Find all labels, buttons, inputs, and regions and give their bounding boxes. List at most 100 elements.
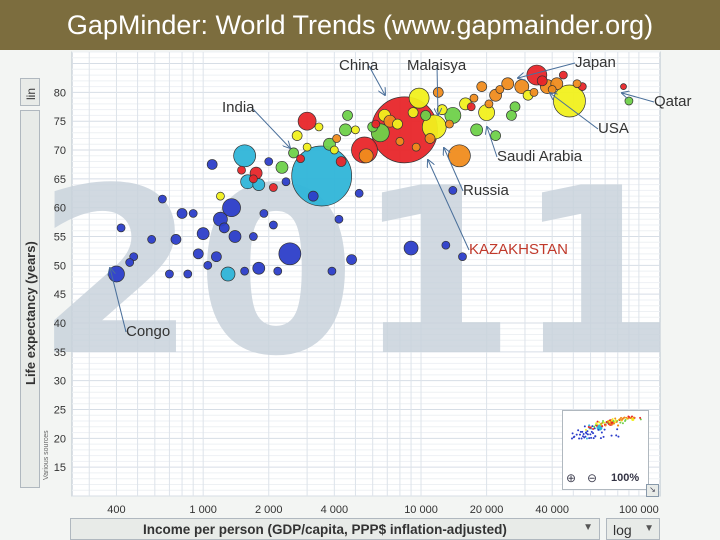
bubble[interactable] bbox=[484, 99, 494, 109]
bubble[interactable] bbox=[275, 160, 289, 174]
bubble[interactable] bbox=[624, 96, 634, 106]
bubble[interactable] bbox=[327, 266, 337, 276]
y-tick-label: 70 bbox=[54, 145, 66, 157]
bubble[interactable] bbox=[218, 222, 230, 234]
bubble[interactable] bbox=[329, 145, 339, 155]
bubble[interactable] bbox=[358, 148, 374, 164]
bubble[interactable] bbox=[188, 209, 198, 218]
bubble[interactable] bbox=[220, 266, 236, 282]
bubble[interactable] bbox=[302, 142, 312, 152]
bubble[interactable] bbox=[339, 123, 352, 137]
bubble[interactable] bbox=[147, 235, 156, 244]
y-scale-selector[interactable]: lin bbox=[20, 78, 40, 106]
bubble[interactable] bbox=[495, 85, 505, 94]
bubble[interactable] bbox=[506, 110, 517, 121]
bubble[interactable] bbox=[448, 144, 471, 168]
bubble[interactable] bbox=[288, 147, 299, 159]
bubble[interactable] bbox=[553, 84, 586, 118]
bubble[interactable] bbox=[249, 174, 258, 184]
bubble[interactable] bbox=[216, 191, 225, 201]
zoom-out-icon[interactable]: ⊖ bbox=[587, 471, 598, 485]
y-axis-selector[interactable] bbox=[20, 110, 40, 488]
bubble[interactable] bbox=[351, 125, 360, 135]
bubble[interactable] bbox=[432, 87, 444, 98]
bubble[interactable] bbox=[424, 133, 436, 144]
x-scale-selector[interactable]: log ▼ bbox=[606, 518, 660, 540]
bubble[interactable] bbox=[196, 227, 210, 240]
bubble[interactable] bbox=[441, 240, 451, 250]
bubble[interactable] bbox=[354, 188, 364, 198]
bubble[interactable] bbox=[203, 261, 213, 270]
bubble[interactable] bbox=[547, 85, 557, 94]
x-tick-label: 40 000 bbox=[535, 504, 569, 516]
bubble[interactable] bbox=[291, 130, 303, 141]
zoom-in-icon[interactable]: ⊕ bbox=[566, 471, 577, 485]
bubble[interactable] bbox=[165, 269, 174, 279]
bubble[interactable] bbox=[448, 186, 458, 195]
x-axis-selector[interactable]: Income per person (GDP/capita, PPP$ infl… bbox=[70, 518, 600, 540]
bubble[interactable] bbox=[183, 269, 193, 279]
bubble[interactable] bbox=[490, 130, 501, 141]
bubble[interactable] bbox=[572, 79, 582, 89]
bubble[interactable] bbox=[269, 183, 278, 192]
bubble[interactable] bbox=[436, 104, 448, 116]
bubble[interactable] bbox=[470, 123, 483, 137]
y-tick-label: 35 bbox=[54, 347, 66, 359]
bubble[interactable] bbox=[192, 248, 204, 260]
bubble[interactable] bbox=[240, 266, 249, 276]
bubble[interactable] bbox=[108, 265, 125, 283]
bubble[interactable] bbox=[458, 252, 467, 262]
bubble[interactable] bbox=[466, 102, 476, 112]
bubble[interactable] bbox=[408, 87, 430, 109]
bubble[interactable] bbox=[529, 88, 539, 97]
bubble[interactable] bbox=[335, 156, 347, 167]
bubble[interactable] bbox=[211, 251, 222, 263]
bubble[interactable] bbox=[332, 134, 342, 143]
bubble[interactable] bbox=[158, 194, 167, 204]
bubble[interactable] bbox=[469, 93, 479, 103]
minimap-dot bbox=[632, 416, 635, 419]
bubble[interactable] bbox=[536, 75, 548, 87]
minimap[interactable]: ⊕ ⊖ 100% bbox=[562, 410, 649, 490]
bubble[interactable] bbox=[420, 110, 431, 121]
bubble[interactable] bbox=[249, 232, 258, 241]
bubble[interactable] bbox=[222, 198, 241, 218]
bubble[interactable] bbox=[407, 107, 419, 118]
bubble[interactable] bbox=[476, 81, 488, 92]
bubble[interactable] bbox=[334, 214, 344, 224]
bubble[interactable] bbox=[170, 234, 182, 245]
minimap-dot bbox=[604, 424, 607, 427]
bubble[interactable] bbox=[233, 144, 256, 168]
resize-handle[interactable]: ↘ bbox=[646, 484, 659, 497]
bubble[interactable] bbox=[278, 242, 302, 266]
bubble[interactable] bbox=[125, 258, 135, 267]
bubble[interactable] bbox=[176, 208, 188, 219]
bubble[interactable] bbox=[411, 142, 421, 152]
bubble[interactable] bbox=[252, 261, 266, 275]
bubble[interactable] bbox=[297, 111, 317, 131]
bubble[interactable] bbox=[445, 119, 454, 129]
bubble[interactable] bbox=[259, 209, 269, 218]
bubble[interactable] bbox=[281, 177, 291, 187]
bubble[interactable] bbox=[342, 110, 353, 121]
bubble[interactable] bbox=[206, 159, 218, 170]
bubble[interactable] bbox=[620, 83, 627, 90]
bubble[interactable] bbox=[307, 190, 319, 202]
bubble[interactable] bbox=[273, 266, 283, 276]
bubble[interactable] bbox=[237, 165, 246, 175]
bubble[interactable] bbox=[395, 137, 405, 146]
bubble[interactable] bbox=[392, 118, 403, 130]
bubble[interactable] bbox=[501, 77, 515, 91]
bubble[interactable] bbox=[116, 223, 126, 233]
bubble[interactable] bbox=[346, 254, 357, 265]
bubble[interactable] bbox=[228, 230, 242, 243]
bubble[interactable] bbox=[264, 157, 274, 166]
bubble[interactable] bbox=[314, 122, 324, 132]
bubble[interactable] bbox=[371, 119, 381, 129]
minimap-dot bbox=[579, 430, 582, 433]
bubble[interactable] bbox=[269, 220, 278, 230]
bubble[interactable] bbox=[558, 70, 568, 80]
bubble[interactable] bbox=[296, 154, 305, 164]
bubble[interactable] bbox=[403, 240, 419, 256]
